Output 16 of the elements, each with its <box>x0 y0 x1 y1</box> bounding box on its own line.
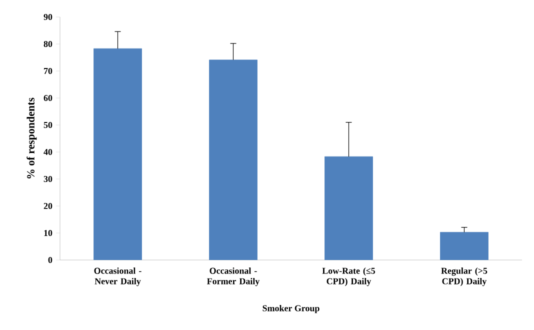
x-tick-label: Regular (>5 CPD) Daily <box>441 268 488 286</box>
y-tick-label: 30 <box>44 176 52 182</box>
y-tick-label: 10 <box>44 230 52 236</box>
y-tick-label: 60 <box>44 94 52 102</box>
x-axis-title: Smoker Group <box>262 304 320 314</box>
x-tick-label: Occasional - Former Daily <box>207 268 260 286</box>
y-tick-label: 20 <box>44 202 52 210</box>
y-tick-label: 80 <box>44 40 52 48</box>
y-tick-label: 0 <box>48 256 52 264</box>
y-axis-title: % of respondents <box>26 98 37 178</box>
y-tick-label: 40 <box>44 148 52 156</box>
y-tick-label: 70 <box>44 68 52 74</box>
y-tick-label: 50 <box>44 122 52 128</box>
y-tick-label: 90 <box>44 14 52 20</box>
x-tick-label: Occasional - Never Daily <box>94 268 142 286</box>
x-tick-label: Low-Rate (≤5 CPD) Daily <box>322 268 376 286</box>
